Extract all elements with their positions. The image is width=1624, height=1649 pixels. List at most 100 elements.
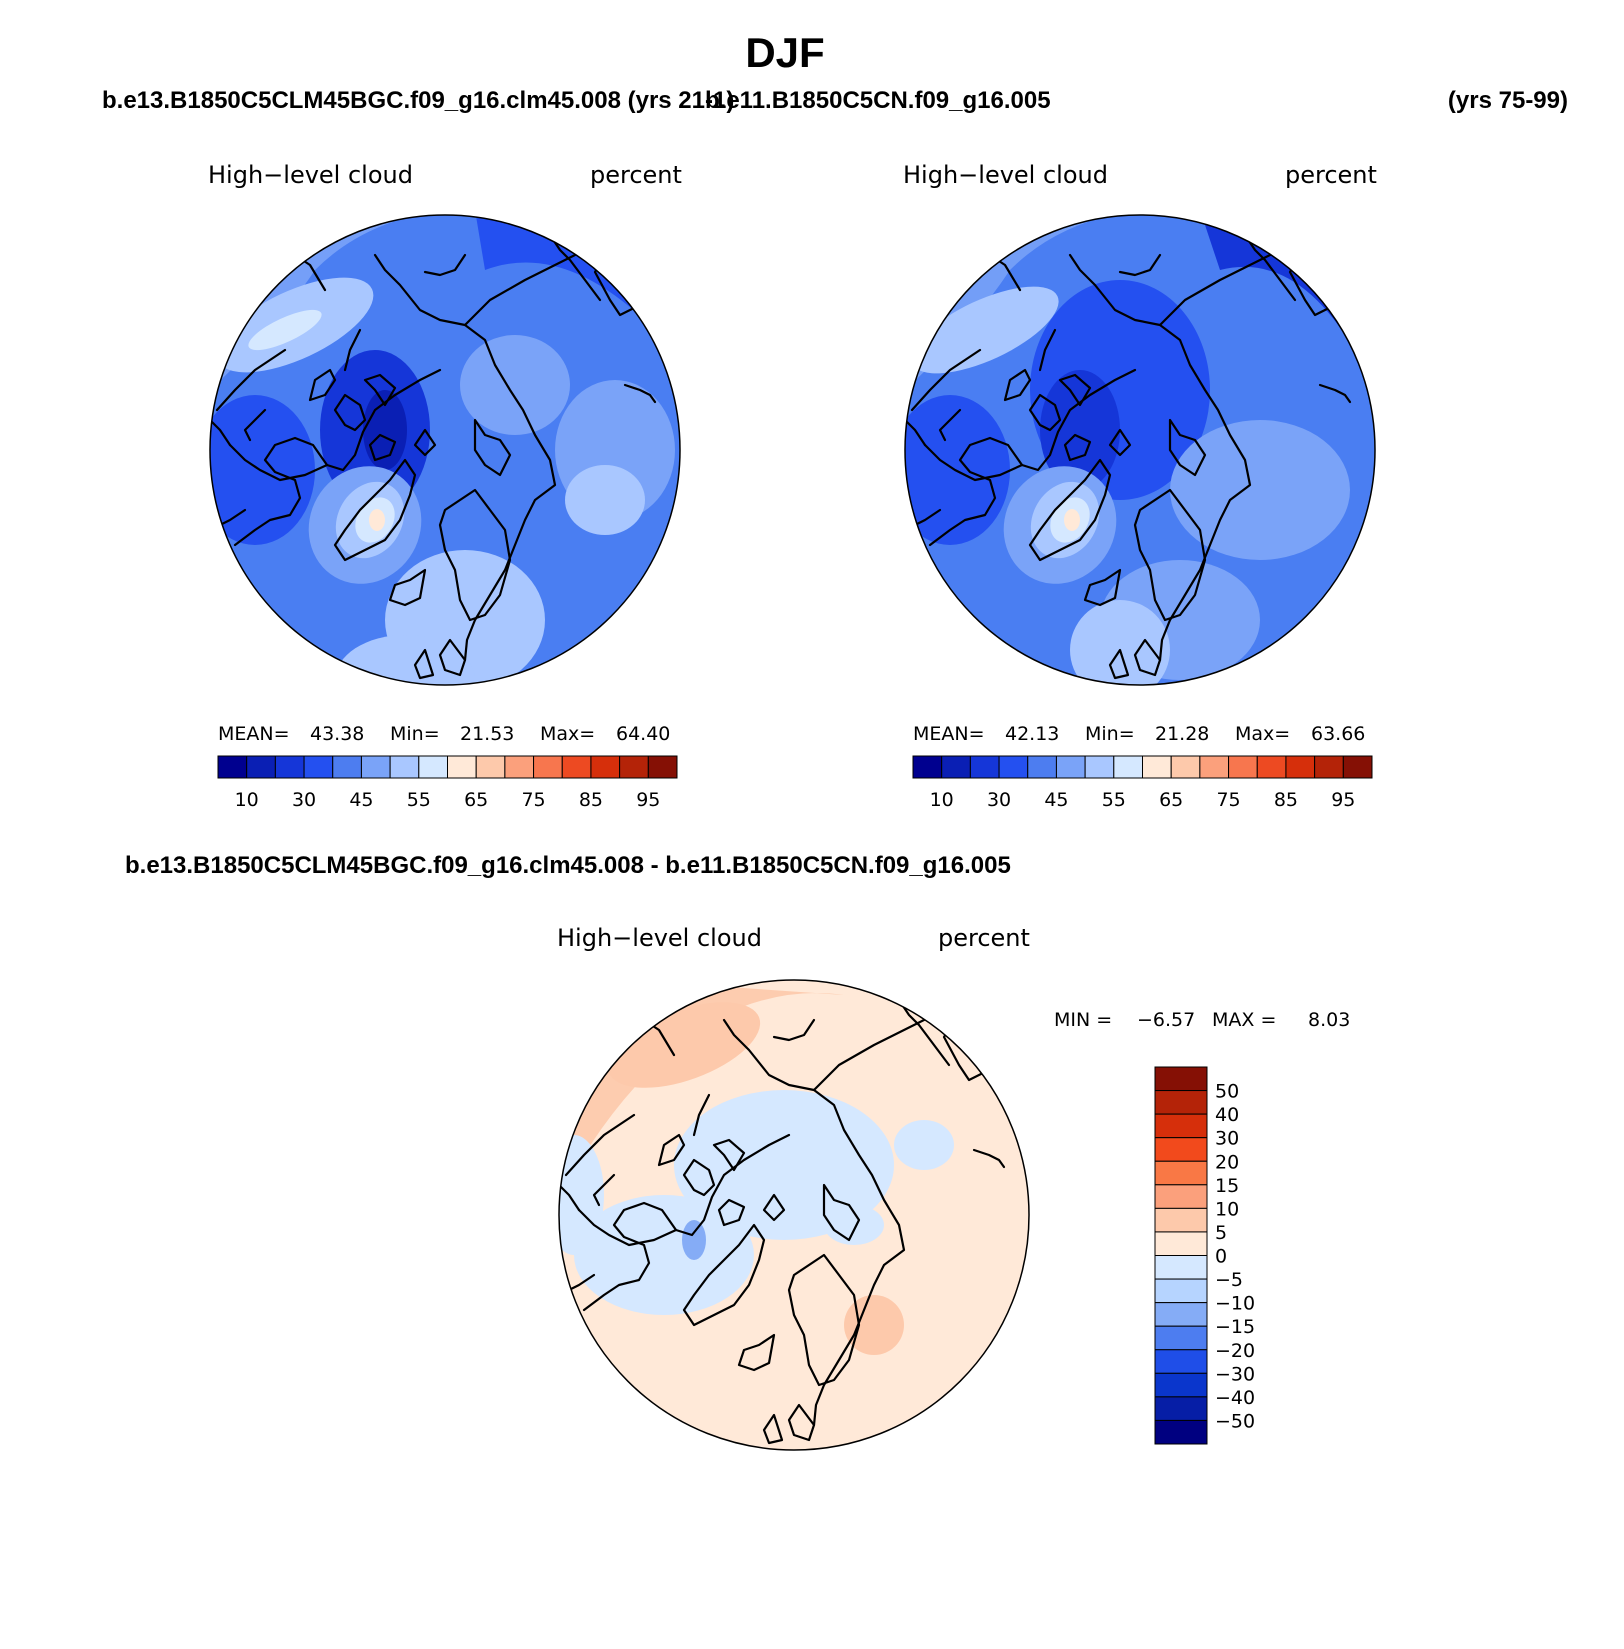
- colorbar-case-swatch: [619, 755, 649, 779]
- colorbar-case-tick-label: 10: [235, 789, 259, 811]
- colorbar-difference-swatch: [1154, 1137, 1208, 1162]
- difference-max-label: MAX =: [1212, 1009, 1276, 1031]
- colorbar-difference-swatch: [1154, 1160, 1208, 1186]
- colorbar-control-swatch: [1027, 755, 1057, 779]
- colorbar-difference-tick-label: 0: [1215, 1246, 1227, 1268]
- colorbar-difference-swatch: [1154, 1396, 1208, 1421]
- case-header: b.e13.B1850C5CLM45BGC.f09_g16.clm45.008 …: [102, 87, 734, 114]
- colorbar-difference-swatch: [1154, 1113, 1208, 1139]
- colorbar-difference-swatch: [1154, 1349, 1208, 1374]
- colorbar-case-swatch: [561, 755, 592, 779]
- colorbar-case-swatch: [647, 755, 678, 779]
- map-control: [904, 214, 1376, 686]
- colorbar-case-tick-label: 75: [521, 789, 545, 811]
- colorbar-difference-tick-label: −5: [1215, 1269, 1243, 1291]
- colorbar-difference-swatch: [1154, 1372, 1208, 1398]
- colorbar-case-tick-label: 95: [636, 789, 660, 811]
- case-mean-value: 43.38: [310, 723, 364, 745]
- colorbar-control-swatch: [1084, 755, 1115, 779]
- colorbar-control-tick-label: 10: [930, 789, 954, 811]
- colorbar-control-tick-label: 95: [1331, 789, 1355, 811]
- colorbar-control-swatch: [1314, 755, 1344, 779]
- colorbar-difference-swatch: [1154, 1066, 1208, 1092]
- panel-case: High−level cloud percent: [208, 161, 682, 811]
- colorbar-control-swatch: [941, 755, 971, 779]
- colorbar-difference-tick-label: 10: [1215, 1198, 1239, 1220]
- colorbar-control-swatch: [969, 755, 1000, 779]
- colorbar-difference-swatch: [1154, 1090, 1208, 1115]
- colorbar-case-swatch: [590, 755, 621, 779]
- map-case: [209, 214, 681, 686]
- colorbar-difference-tick-label: −50: [1215, 1410, 1255, 1432]
- colorbar-control-swatch: [1256, 755, 1287, 779]
- colorbar-difference-tick-label: 15: [1215, 1175, 1239, 1197]
- panel-control: High−level cloud percent M: [903, 161, 1377, 811]
- colorbar-difference-tick-label: 30: [1215, 1128, 1239, 1150]
- colorbar-difference-tick-label: −20: [1215, 1340, 1255, 1362]
- colorbar-control-tick-label: 85: [1274, 789, 1298, 811]
- colorbar-difference-tick-label: −15: [1215, 1316, 1255, 1338]
- control-min-label: Min=: [1085, 723, 1135, 745]
- colorbar-control-tick-label: 75: [1216, 789, 1240, 811]
- colorbar-case-swatch: [533, 755, 563, 779]
- colorbar-control-swatch: [1199, 755, 1230, 779]
- colorbar-case-swatch: [217, 755, 248, 779]
- colorbar-difference-swatch: [1154, 1325, 1208, 1351]
- colorbar-case-swatch: [360, 755, 391, 779]
- case-max-value: 64.40: [616, 723, 670, 745]
- colorbar-difference-tick-label: 50: [1215, 1081, 1239, 1103]
- panel-case-variable: High−level cloud: [208, 161, 413, 189]
- control-max-label: Max=: [1235, 723, 1290, 745]
- panel-control-variable: High−level cloud: [903, 161, 1108, 189]
- control-mean-value: 42.13: [1005, 723, 1059, 745]
- colorbar-case-swatch: [246, 755, 276, 779]
- colorbar-control-tick-label: 65: [1159, 789, 1183, 811]
- case-min-value: 21.53: [460, 723, 514, 745]
- colorbar-case-tick-label: 45: [349, 789, 373, 811]
- colorbar-difference-swatch: [1154, 1302, 1208, 1327]
- difference-min-label: MIN =: [1054, 1009, 1112, 1031]
- control-max-value: 63.66: [1311, 723, 1365, 745]
- control-header: b.e11.B1850C5CN.f09_g16.005: [705, 87, 1051, 114]
- colorbar-case-tick-label: 55: [407, 789, 431, 811]
- colorbar-case-swatch: [475, 755, 506, 779]
- colorbar-control-swatch: [1342, 755, 1373, 779]
- colorbar-case-tick-label: 30: [292, 789, 316, 811]
- colorbar-difference-swatch: [1154, 1207, 1208, 1233]
- colorbar-difference-tick-label: −10: [1215, 1293, 1255, 1315]
- colorbar-control-swatch: [998, 755, 1029, 779]
- colorbar-control-tick-label: 45: [1044, 789, 1068, 811]
- colorbar-case-swatch: [418, 755, 448, 779]
- case-min-label: Min=: [390, 723, 440, 745]
- case-mean-label: MEAN=: [218, 723, 290, 745]
- colorbar-difference-tick-label: 40: [1215, 1104, 1239, 1126]
- case-max-label: Max=: [540, 723, 595, 745]
- difference-title: b.e13.B1850C5CLM45BGC.f09_g16.clm45.008 …: [125, 852, 1011, 879]
- colorbar-control-tick-label: 55: [1102, 789, 1126, 811]
- colorbar-difference-tick-label: −40: [1215, 1387, 1255, 1409]
- colorbar-case-swatch: [389, 755, 420, 779]
- panel-difference-variable: High−level cloud: [557, 924, 762, 952]
- colorbar-difference-tick-label: −30: [1215, 1363, 1255, 1385]
- colorbar-case-swatch: [303, 755, 334, 779]
- panel-difference-units: percent: [938, 924, 1030, 952]
- colorbar-difference-swatch: [1154, 1278, 1208, 1304]
- control-years: (yrs 75-99): [1448, 87, 1568, 114]
- control-mean-label: MEAN=: [913, 723, 985, 745]
- colorbar-difference-swatch: [1154, 1231, 1208, 1256]
- colorbar-difference-swatch: [1154, 1255, 1208, 1280]
- panel-case-units: percent: [590, 161, 682, 189]
- colorbar-difference-swatch: [1154, 1184, 1208, 1209]
- colorbar-control-swatch: [1170, 755, 1201, 779]
- colorbar-control-swatch: [912, 755, 943, 779]
- colorbar-control-swatch: [1285, 755, 1316, 779]
- difference-max-value: 8.03: [1308, 1009, 1350, 1031]
- figure-title: DJF: [745, 29, 824, 76]
- colorbar-control-swatch: [1055, 755, 1086, 779]
- colorbar-difference-swatch: [1154, 1419, 1208, 1445]
- colorbar-control-swatch: [1228, 755, 1258, 779]
- panel-difference: b.e13.B1850C5CLM45BGC.f09_g16.clm45.008 …: [125, 852, 1350, 1451]
- colorbar-difference-tick-label: 20: [1215, 1151, 1239, 1173]
